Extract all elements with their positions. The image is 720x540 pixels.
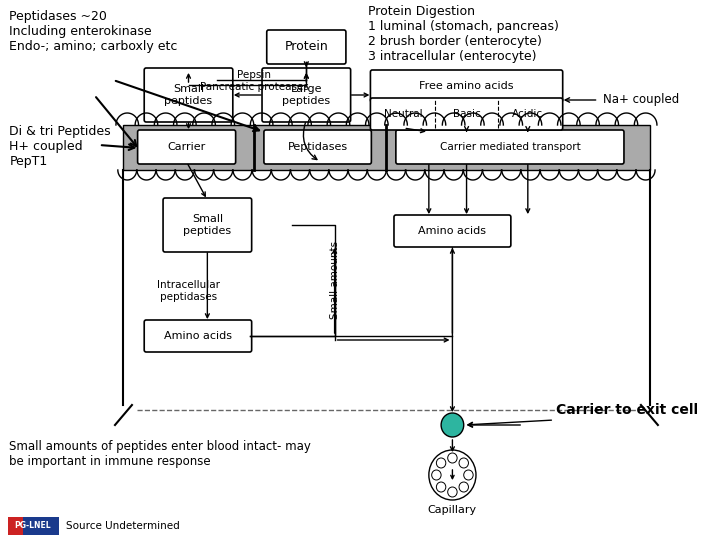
Circle shape [459, 482, 469, 492]
FancyBboxPatch shape [144, 68, 233, 122]
Circle shape [429, 450, 476, 500]
Text: Protein Digestion
1 luminal (stomach, pancreas)
2 brush border (enterocyte)
3 in: Protein Digestion 1 luminal (stomach, pa… [368, 5, 559, 63]
Text: Acidic: Acidic [512, 109, 544, 119]
Bar [7, 517, 22, 535]
Bar [7, 517, 59, 535]
Circle shape [436, 458, 446, 468]
Circle shape [436, 482, 446, 492]
Text: Carrier to exit cell: Carrier to exit cell [556, 403, 698, 417]
FancyBboxPatch shape [394, 215, 511, 247]
Text: Neutral: Neutral [384, 109, 423, 119]
Text: Carrier: Carrier [168, 142, 206, 152]
Text: Peptidases ~20
Including enterokinase
Endo-; amino; carboxly etc: Peptidases ~20 Including enterokinase En… [9, 10, 178, 53]
Text: Small
peptides: Small peptides [164, 84, 212, 106]
Text: Intracellular
peptidases: Intracellular peptidases [157, 280, 220, 302]
Text: Free amino acids: Free amino acids [419, 81, 514, 91]
Circle shape [448, 453, 457, 463]
Text: Small amounts of peptides enter blood intact- may
be important in immune respons: Small amounts of peptides enter blood in… [9, 440, 311, 468]
FancyBboxPatch shape [144, 320, 252, 352]
Text: Amino acids: Amino acids [418, 226, 487, 236]
FancyBboxPatch shape [138, 130, 235, 164]
Text: Basic: Basic [453, 109, 480, 119]
Text: Protein: Protein [284, 40, 328, 53]
FancyBboxPatch shape [266, 30, 346, 64]
Text: Amino acids: Amino acids [164, 331, 232, 341]
Text: Di & tri Peptides
H+ coupled
PepT1: Di & tri Peptides H+ coupled PepT1 [9, 125, 111, 168]
Text: Peptidases: Peptidases [287, 142, 348, 152]
Circle shape [459, 458, 469, 468]
Bar [122, 125, 650, 170]
Circle shape [448, 487, 457, 497]
Text: Source Undetermined: Source Undetermined [66, 521, 180, 531]
FancyBboxPatch shape [262, 68, 351, 122]
Text: Small amounts: Small amounts [330, 241, 340, 319]
Text: PG-LNEL: PG-LNEL [14, 522, 51, 530]
Text: Small
peptides: Small peptides [184, 214, 231, 236]
Circle shape [441, 413, 464, 437]
FancyBboxPatch shape [370, 70, 563, 102]
Text: Carrier mediated transport: Carrier mediated transport [439, 142, 580, 152]
Text: Na+ coupled: Na+ coupled [603, 93, 680, 106]
FancyBboxPatch shape [163, 198, 252, 252]
FancyBboxPatch shape [264, 130, 372, 164]
Circle shape [464, 470, 473, 480]
FancyBboxPatch shape [396, 130, 624, 164]
FancyBboxPatch shape [370, 98, 563, 130]
Text: Pepsin
Pancreatic proteases: Pepsin Pancreatic proteases [200, 70, 309, 92]
Text: Capillary: Capillary [428, 505, 477, 515]
Circle shape [432, 470, 441, 480]
Text: Large
peptides: Large peptides [282, 84, 330, 106]
